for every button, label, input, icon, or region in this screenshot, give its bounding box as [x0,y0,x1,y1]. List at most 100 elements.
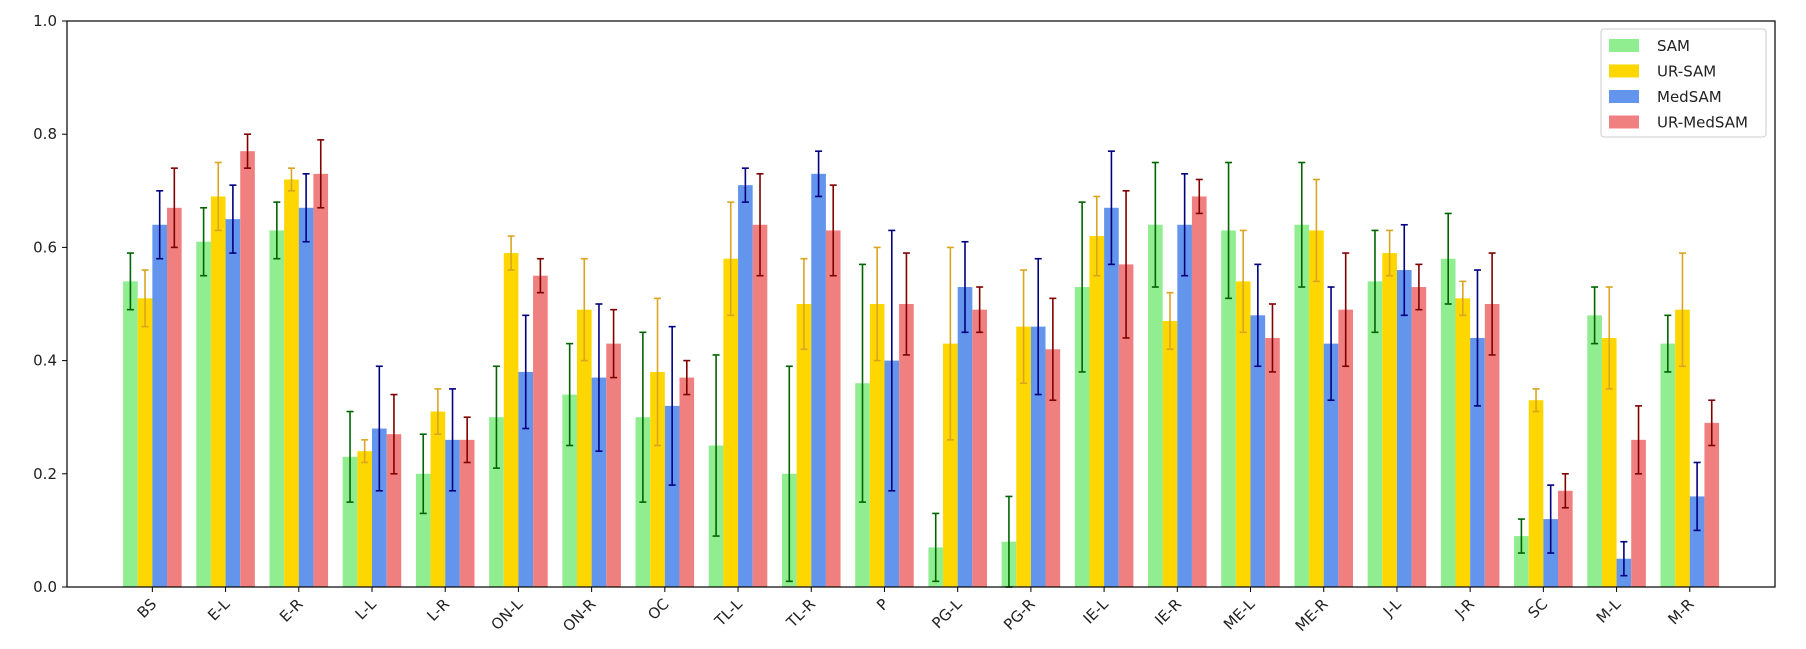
y-tick-label: 0.0 [33,578,57,596]
y-tick-label: 0.4 [33,352,57,370]
error-bar-ur-sam-p [873,246,881,362]
error-bar-medsam-j-l [1400,223,1408,317]
legend-label-medsam: MedSAM [1657,88,1722,106]
x-tick-label-bs: BS [134,595,161,622]
error-bar-sam-sc [1517,518,1525,554]
bar-sam-on-l [489,417,504,587]
error-bar-ur-medsam-oc [683,359,691,396]
error-bar-medsam-p [888,229,896,492]
error-bar-medsam-oc [668,325,676,486]
error-bar-ur-sam-ie-l [1093,195,1101,277]
bar-ur-sam-oc [650,371,665,587]
bar-ur-medsam-on-l [533,275,548,587]
error-bar-ur-medsam-me-l [1268,303,1276,373]
error-bar-sam-m-r [1664,314,1672,373]
bar-ur-sam-e-l [210,196,226,587]
legend-label-ur-sam: UR-SAM [1657,63,1716,81]
bar-medsam-e-r [298,207,314,587]
error-bar-sam-j-l [1371,229,1379,334]
y-tick-label: 0.2 [33,465,57,483]
bar-ur-sam-me-l [1235,281,1251,587]
x-tick-label-on-r: ON-R [559,595,599,635]
bar-ur-medsam-sc [1558,490,1573,587]
error-bar-sam-m-l [1591,286,1599,345]
error-bar-ur-sam-m-l [1605,286,1613,390]
x-tick-label-m-l: M-L [1593,595,1625,627]
error-bar-ur-medsam-ie-l [1122,190,1130,339]
error-bar-sam-ie-l [1078,201,1086,373]
error-bar-medsam-l-r [449,388,457,492]
bar-ur-sam-p [869,304,885,587]
y-tick-label: 0.8 [33,125,57,143]
bar-ur-sam-ie-r [1162,320,1178,587]
bar-medsam-on-l [518,371,534,587]
error-bar-ur-medsam-l-r [463,416,471,464]
bar-sam-m-r [1660,343,1676,587]
bar-medsam-pg-r [1030,326,1046,587]
error-bar-sam-l-r [419,433,427,515]
bar-ur-sam-on-r [576,309,592,587]
error-bar-sam-on-r [566,342,574,447]
x-tick-label-me-l: ME-L [1220,595,1259,634]
x-tick-label-pg-l: PG-L [928,595,966,633]
error-bar-medsam-pg-l [961,240,969,334]
bar-ur-medsam-me-l [1265,337,1280,587]
x-tick-label-e-l: E-L [204,595,234,625]
error-bar-sam-l-l [346,410,354,503]
bar-medsam-me-r [1323,343,1339,587]
bar-ur-medsam-l-l [386,434,402,587]
bar-ur-sam-pg-r [1016,326,1031,587]
error-bar-ur-medsam-p [902,252,910,356]
error-bar-medsam-m-l [1620,540,1628,577]
x-axis: BS E-L E-R L-L L-R ON-L ON-R OC TL-L TL-R P PG-L PG-… [134,587,1698,635]
error-bar-sam-me-l [1225,161,1233,300]
bar-ur-medsam-ie-r [1191,196,1207,587]
y-axis: 0.0 0.2 0.4 0.6 0.8 1.0 [33,12,67,596]
x-tick-label-ie-r: IE-R [1151,595,1185,629]
bar-ur-medsam-oc [679,377,695,587]
bar-ur-medsam-tl-l [752,224,768,587]
x-tick-label-j-l: J-L [1379,595,1405,621]
error-bar-ur-medsam-j-r [1488,252,1496,356]
error-bar-ur-medsam-on-r [610,308,618,379]
bar-ur-medsam-ie-l [1118,264,1134,587]
error-bar-medsam-sc [1547,484,1555,554]
x-tick-label-e-r: E-R [276,595,307,626]
error-bars-layer [126,133,1716,588]
error-bar-ur-medsam-tl-l [756,173,764,277]
error-bar-medsam-tl-r [815,150,823,198]
bar-medsam-oc [664,405,680,587]
bar-sam-l-l [342,456,358,587]
bar-sam-ie-r [1148,224,1163,587]
error-bar-medsam-e-r [302,173,310,243]
error-bar-ur-medsam-on-l [536,257,544,294]
bar-medsam-me-l [1250,315,1266,587]
bar-sam-j-l [1367,281,1383,587]
error-bar-ur-sam-j-r [1459,280,1467,317]
legend-box [1600,28,1767,138]
error-bar-ur-sam-pg-l [946,246,954,441]
bar-ur-medsam-on-r [606,343,621,587]
bar-ur-sam-j-r [1455,298,1471,587]
bar-ur-sam-pg-l [943,343,958,587]
bar-ur-sam-ie-l [1089,236,1105,587]
error-bar-ur-medsam-e-l [244,133,252,169]
error-bar-sam-p [859,263,867,503]
error-bar-ur-medsam-j-l [1415,263,1423,311]
error-bar-sam-bs [126,252,134,311]
y-tick-label: 0.6 [33,238,57,256]
error-bar-ur-sam-tl-r [800,257,808,351]
legend: SAM UR-SAM MedSAM UR-MedSAM [1600,28,1767,138]
error-bar-ur-sam-e-r [287,167,295,192]
bar-ur-medsam-e-l [240,151,255,587]
error-bar-sam-tl-l [712,354,720,537]
legend-label-sam: SAM [1657,37,1690,55]
error-bar-ur-medsam-tl-r [829,184,837,277]
error-bar-ur-medsam-e-r [317,139,325,209]
x-tick-label-me-r: ME-R [1292,595,1332,635]
bar-medsam-tl-r [811,173,826,587]
error-bar-medsam-me-r [1327,286,1335,402]
error-bar-ur-medsam-sc [1561,472,1569,509]
bar-medsam-tl-l [738,185,753,587]
x-tick-label-ie-l: IE-L [1080,595,1113,628]
